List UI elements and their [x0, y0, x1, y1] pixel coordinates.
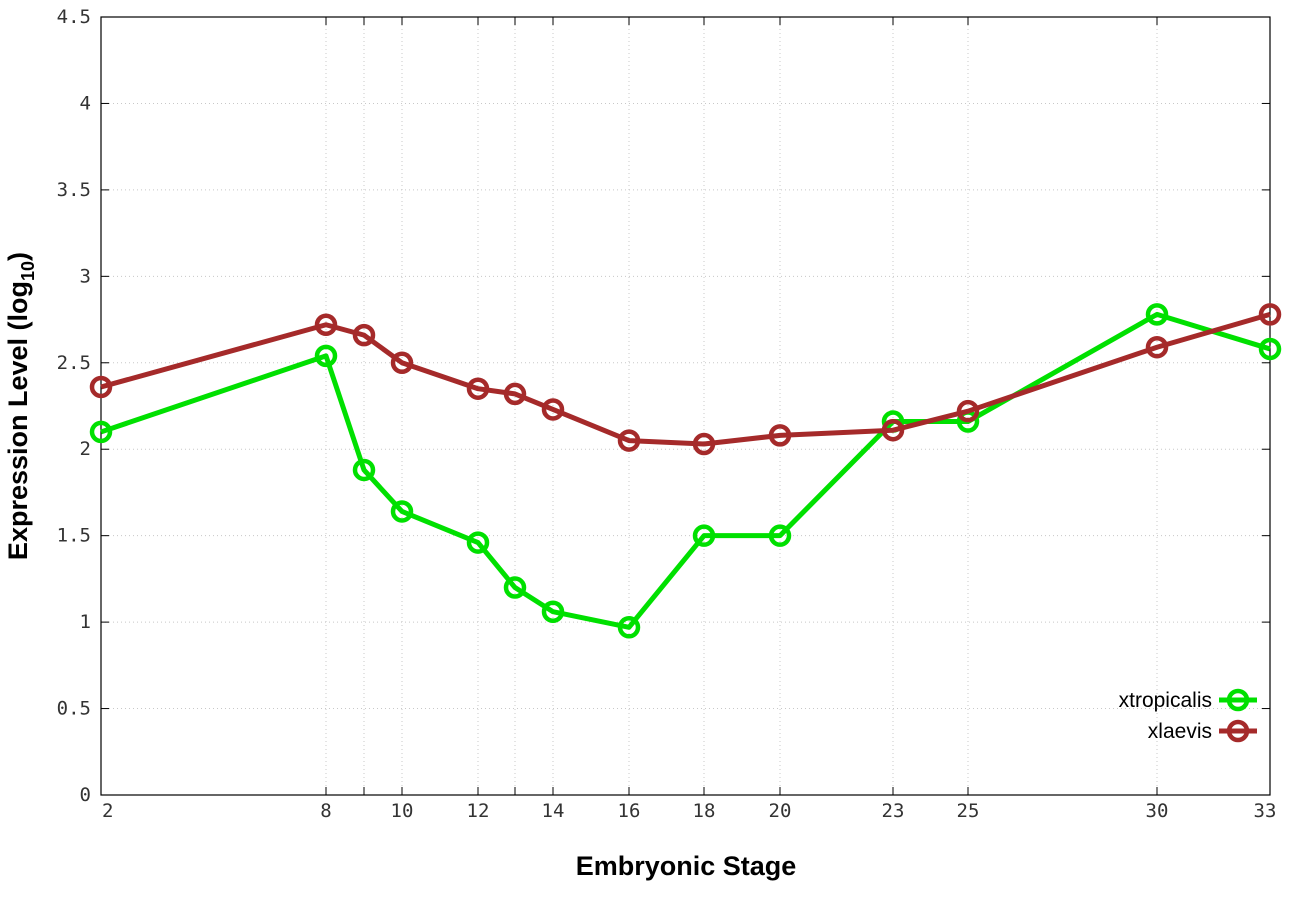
x-tick-label: 33	[1254, 800, 1277, 822]
x-tick-label: 30	[1146, 800, 1169, 822]
x-tick-label: 16	[618, 800, 641, 822]
data-point-xlaevis	[956, 399, 980, 423]
axis-ticks: 0 0.5 1 1.5 2 2.5 3 3.5 4 4.5 2 8 10 12 14 16 18 20 23 25 30…	[57, 6, 1277, 822]
data-point-xlaevis	[1145, 335, 1169, 359]
y-axis-title: Expression Level (log10)	[3, 252, 38, 560]
series-xlaevis	[89, 303, 1282, 456]
data-point-xlaevis	[1258, 303, 1282, 326]
data-point-xtropicalis	[692, 524, 716, 547]
legend-label: xtropicalis	[1119, 689, 1212, 712]
data-point-xtropicalis	[503, 576, 527, 599]
data-point-xlaevis	[89, 375, 113, 399]
data-point-xtropicalis	[1145, 303, 1169, 326]
legend-marker	[1226, 688, 1250, 712]
y-tick-label: 4	[80, 92, 91, 114]
data-point-xlaevis	[768, 424, 792, 447]
data-point-xtropicalis	[352, 458, 376, 482]
data-point-xlaevis	[352, 323, 376, 347]
data-point-xlaevis	[466, 377, 490, 400]
data-point-xlaevis	[881, 418, 905, 442]
y-tick-label: 1.5	[57, 525, 91, 547]
x-tick-label: 10	[391, 800, 414, 822]
y-axis-title-close: )	[3, 252, 33, 261]
data-point-xtropicalis	[768, 524, 792, 547]
x-axis-title: Embryonic Stage	[576, 851, 797, 881]
legend-marker	[1226, 719, 1250, 743]
data-point-xlaevis	[503, 382, 527, 406]
data-point-xtropicalis	[541, 600, 565, 623]
data-point-xlaevis	[390, 351, 414, 375]
x-tick-label: 2	[102, 800, 113, 822]
x-tick-label: 12	[467, 800, 490, 822]
y-tick-label: 4.5	[57, 6, 91, 28]
legend-label: xlaevis	[1148, 720, 1212, 743]
y-axis-title-subscript: 10	[18, 261, 38, 281]
x-tick-label: 8	[320, 800, 331, 822]
legend: xtropicalis xlaevis	[1119, 688, 1257, 743]
data-point-xtropicalis	[617, 616, 641, 639]
data-point-xlaevis	[541, 398, 565, 421]
data-point-xlaevis	[692, 432, 716, 456]
y-axis-title-main: Expression Level (log	[3, 281, 33, 560]
series-line-xtropicalis	[100, 311, 1271, 630]
y-tick-label: 0.5	[57, 698, 91, 720]
data-point-xlaevis	[617, 429, 641, 452]
series-xtropicalis	[89, 303, 1282, 639]
series-line-xlaevis	[100, 311, 1271, 447]
data-point-xlaevis	[314, 313, 338, 336]
x-tick-label: 23	[882, 800, 905, 822]
y-tick-label: 2.5	[57, 352, 91, 374]
data-point-xtropicalis	[466, 531, 490, 554]
x-tick-label: 14	[542, 800, 565, 822]
y-tick-label: 3.5	[57, 179, 91, 201]
y-tick-label: 1	[80, 611, 91, 633]
data-point-xtropicalis	[89, 420, 113, 444]
x-tick-label: 25	[957, 800, 980, 822]
grid-lines	[101, 17, 1270, 795]
y-tick-label: 3	[80, 265, 91, 287]
data-point-xtropicalis	[390, 500, 414, 523]
y-tick-label: 2	[80, 438, 91, 460]
x-tick-label: 18	[693, 800, 716, 822]
y-tick-label: 0	[80, 784, 91, 806]
plot-frame	[100, 16, 1271, 796]
data-point-xtropicalis	[314, 344, 338, 368]
x-tick-label: 20	[769, 800, 792, 822]
series-layer	[89, 303, 1282, 639]
data-point-xtropicalis	[1258, 337, 1282, 361]
